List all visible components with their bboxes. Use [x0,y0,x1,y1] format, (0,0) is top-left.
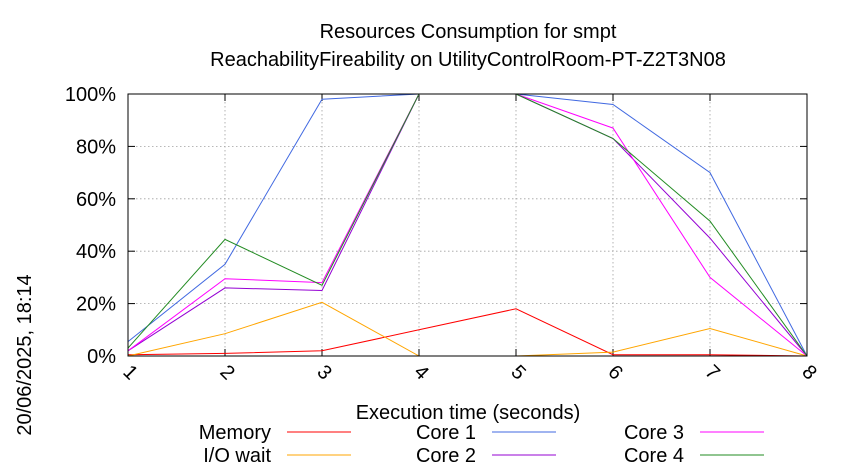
series-line-memory [127,308,808,357]
x-tick-label: 7 [700,361,723,384]
x-tick-label: 5 [506,361,529,384]
y-tick-label: 0% [87,346,116,368]
series-line-core-3 [127,93,808,357]
y-tick-label: 80% [76,136,116,158]
series-lines [127,93,808,357]
plot-frame [127,93,808,357]
x-tick-label: 1 [118,361,141,384]
series-line-core-1 [127,93,808,357]
x-tick-label: 3 [312,361,335,384]
chart-title: Resources Consumption for smpt [320,21,617,43]
y-tick-label: 40% [76,241,116,263]
series-line-core-4 [127,93,808,357]
axis-ticks: 0% 20% 40% 60% 80% 100% 1 2 3 4 5 6 7 8 [65,84,821,384]
y-tick-label: 60% [76,189,116,211]
grid-lines [127,93,808,357]
y-tick-label: 100% [65,84,116,106]
x-tick-label: 8 [797,361,820,384]
x-tick-label: 2 [215,361,238,384]
legend-label-core-1: Core 1 [416,422,476,444]
y-tick-label: 20% [76,294,116,316]
x-tick-label: 6 [603,361,626,384]
series-line-i-o-wait [127,301,808,357]
legend-label-core-3: Core 3 [624,422,684,444]
legend-label-memory: Memory [199,422,271,444]
legend-label-core-4: Core 4 [624,445,684,467]
legend-label-core-2: Core 2 [416,445,476,467]
chart-subtitle: ReachabilityFireability on UtilityContro… [210,49,726,71]
timestamp-label: 20/06/2025, 18:14 [14,274,36,435]
series-line-core-2 [127,93,808,357]
x-axis-label: Execution time (seconds) [356,402,581,424]
legend-label-i-o-wait: I/O wait [203,445,271,467]
x-tick-label: 4 [409,361,432,384]
